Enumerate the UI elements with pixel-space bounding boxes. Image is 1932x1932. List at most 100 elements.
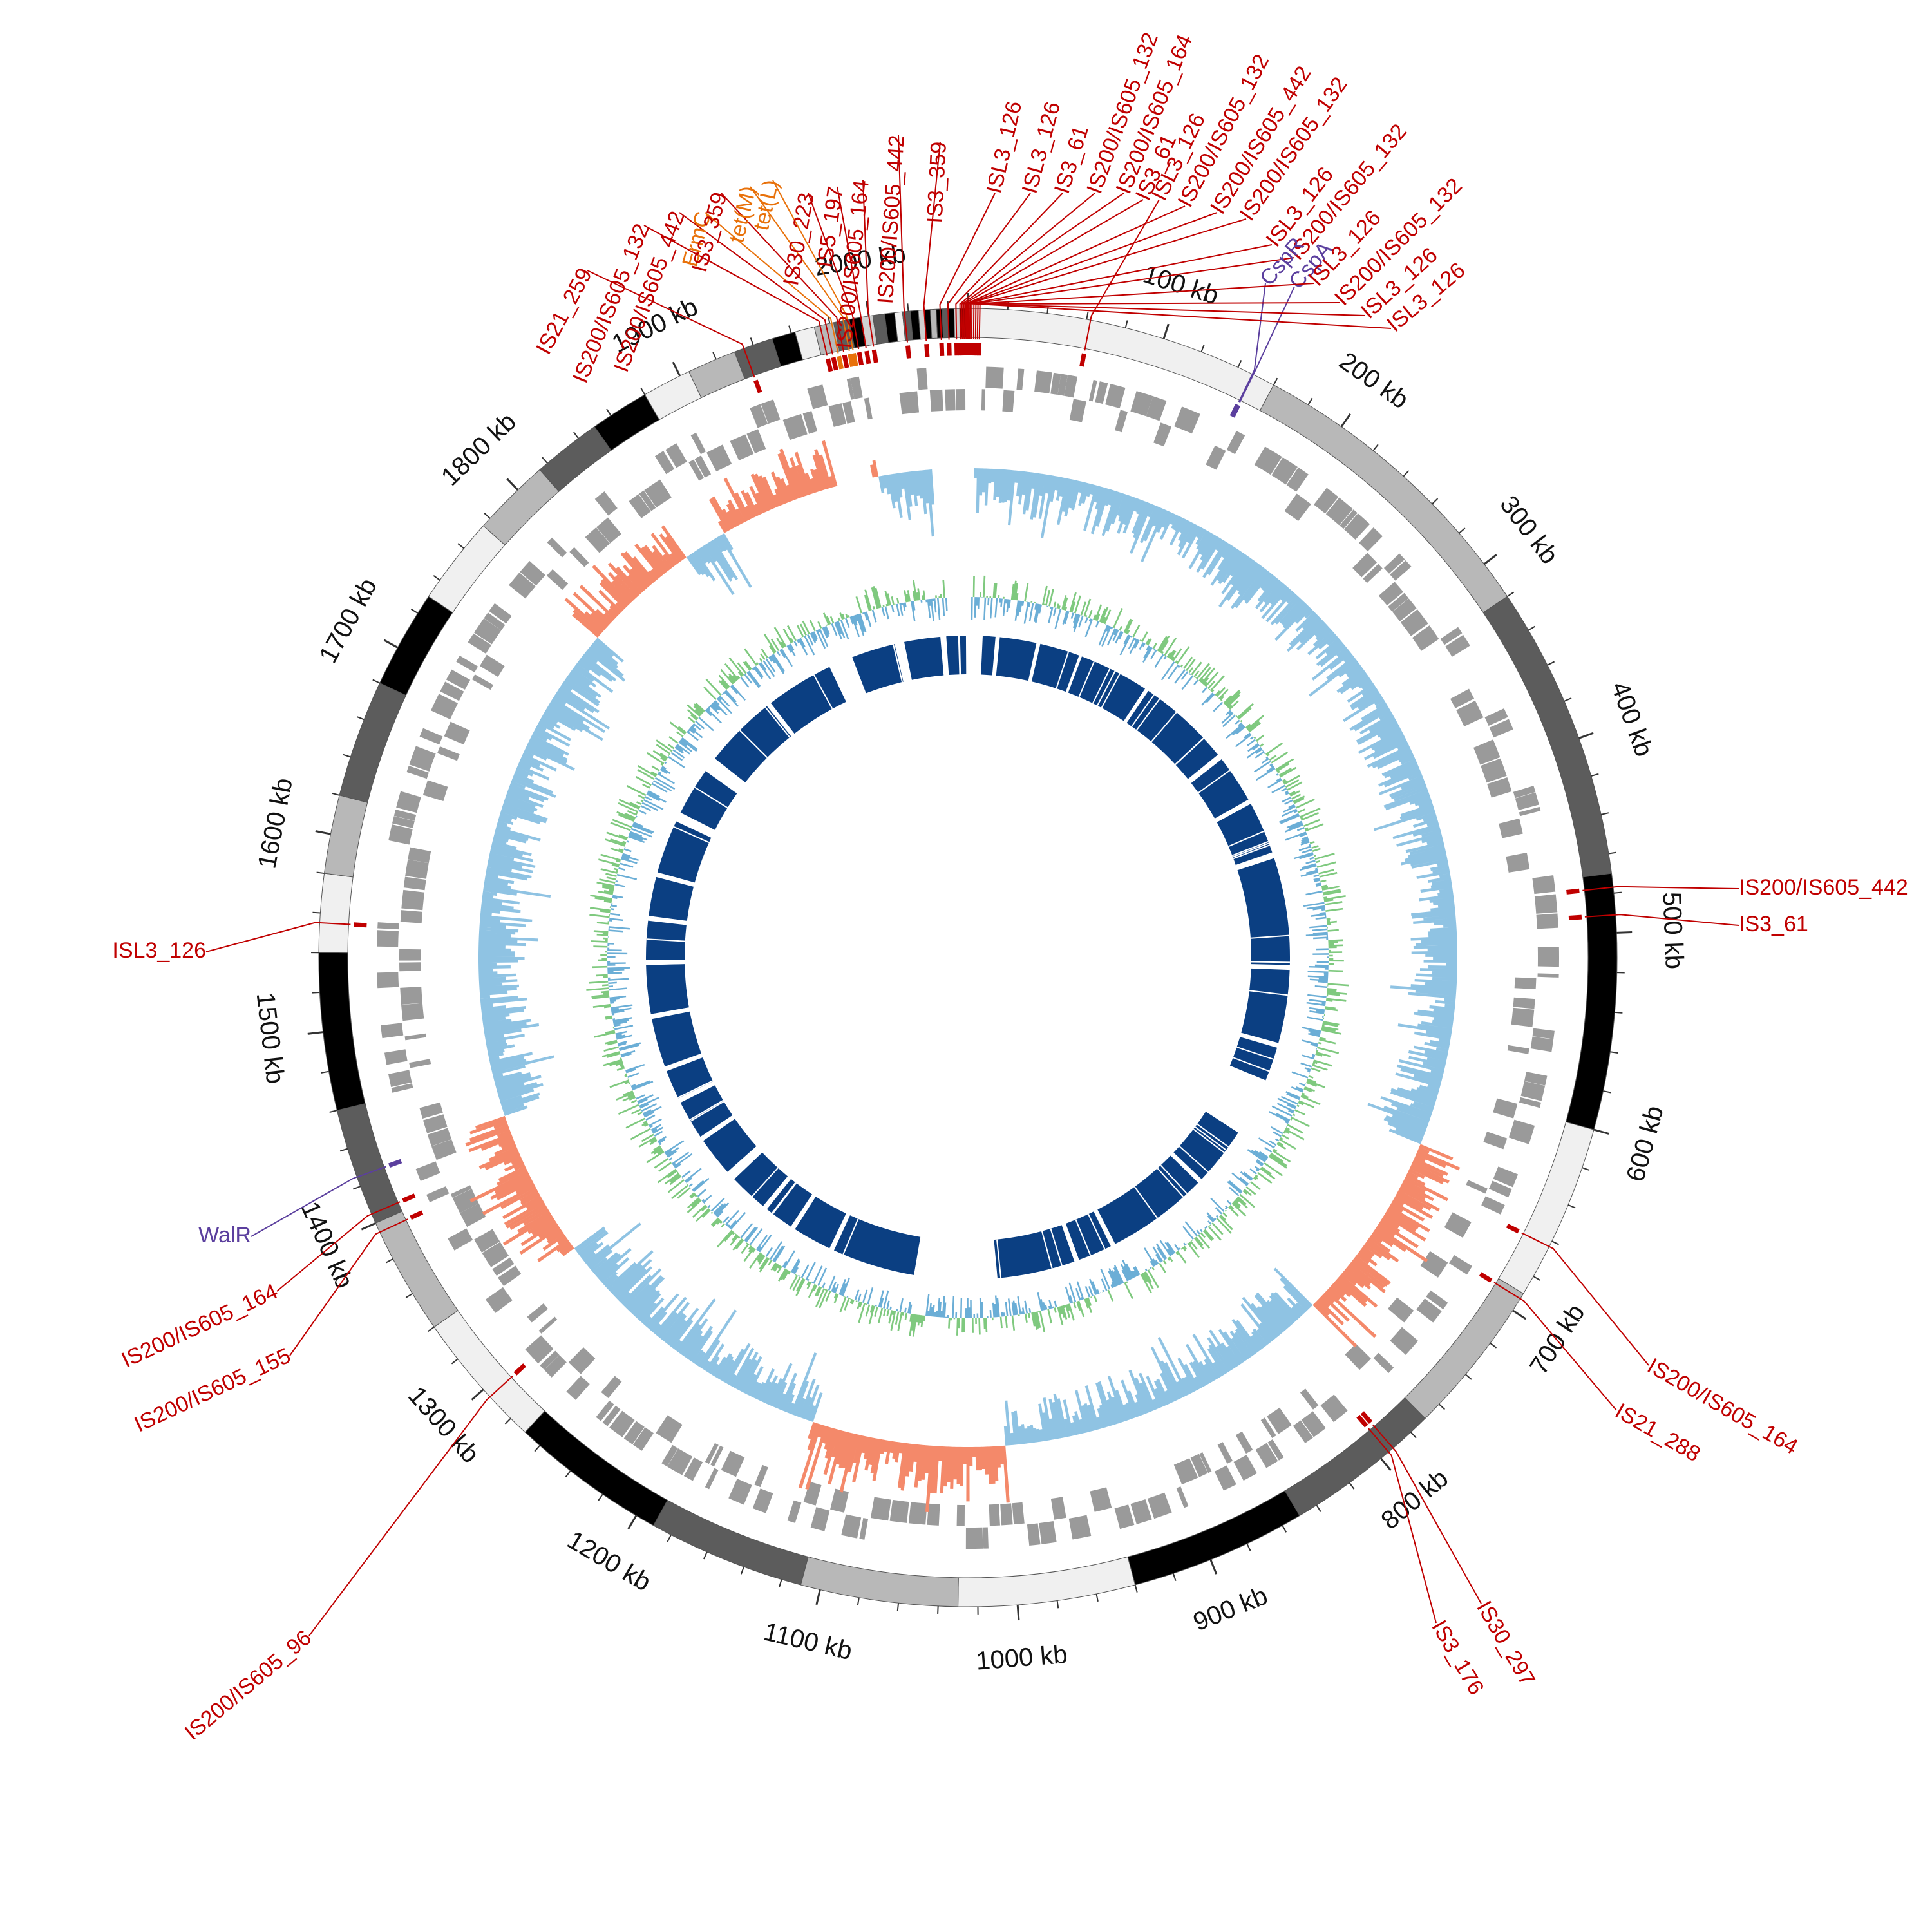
tick-mark (372, 679, 381, 684)
contig-segment (379, 596, 453, 696)
tick-mark (312, 992, 320, 994)
tick-mark (1438, 1403, 1446, 1410)
cds-block (1390, 1327, 1419, 1355)
feature-mark (831, 357, 838, 371)
alignment-gap (646, 938, 685, 942)
alignment-gap (1193, 1128, 1225, 1153)
cds-block (520, 560, 545, 586)
alignment-gap (1233, 844, 1270, 860)
feature-leader-line (862, 180, 875, 347)
cds-block (899, 391, 920, 415)
tick-mark (361, 1222, 376, 1231)
contig-segment (539, 426, 612, 492)
tick-mark (356, 716, 365, 721)
alignment-gap (1133, 1186, 1158, 1218)
alignment-gap (1236, 1046, 1274, 1060)
alignment-gap (690, 1101, 724, 1122)
cds-block (810, 1507, 830, 1531)
tick-mark (750, 337, 754, 346)
tick-mark (1316, 1504, 1321, 1512)
tick-mark (1056, 1600, 1059, 1609)
feature-mark (1568, 914, 1582, 920)
tick-mark (1273, 377, 1278, 386)
cds-block (1450, 688, 1475, 708)
cds-block (1499, 818, 1523, 838)
cds-block (1190, 1454, 1208, 1477)
tick-label: 1200 kb (562, 1526, 656, 1597)
cds-block (706, 444, 732, 472)
cds-block (705, 1468, 719, 1490)
feature-mark (947, 343, 952, 356)
contig-segment (482, 469, 560, 545)
feature-label: IS200/IS605_96 (180, 1625, 316, 1745)
tick-mark (353, 1186, 361, 1190)
alignment-gap (1157, 1168, 1184, 1198)
cds-block (1320, 1394, 1348, 1423)
tick-mark (1372, 444, 1379, 451)
alignment-gap (1214, 1096, 1249, 1117)
alignment-gap (705, 770, 738, 794)
alignment-gap (1198, 770, 1231, 793)
cds-block (1484, 708, 1508, 726)
cds-block (989, 1504, 1000, 1526)
feature-labels: IS21_259IS200/IS605_132IS200/IS605_442Er… (112, 30, 1908, 1745)
cds-block (404, 1033, 427, 1041)
cds-block (456, 655, 478, 672)
feature-leader-line (1582, 886, 1739, 891)
tick-mark (1603, 1090, 1611, 1094)
alignment-gap (752, 1167, 779, 1197)
cds-block (1199, 1452, 1212, 1473)
cds-block (782, 413, 808, 440)
cds-block (474, 618, 502, 645)
alignment-block (1097, 1155, 1198, 1244)
alignment-block (1241, 968, 1290, 1043)
tick-mark (1016, 1604, 1020, 1621)
cds-block (728, 1479, 752, 1505)
alignment-block (1126, 690, 1218, 779)
cds-block (1466, 1180, 1488, 1194)
alignment-gap (1249, 990, 1288, 996)
alignment-gap (1232, 842, 1269, 858)
alignment-gap (1233, 1057, 1270, 1072)
tick-mark (1086, 312, 1089, 320)
tick-mark (1432, 498, 1439, 505)
alignment-block (904, 636, 944, 680)
tick-label: 1800 kb (436, 408, 522, 491)
alignment-gap (1171, 1153, 1201, 1182)
cds-block (1115, 410, 1128, 433)
tick-label: 1500 kb (251, 991, 290, 1085)
cds-block (1440, 627, 1463, 645)
cds-block (1002, 390, 1015, 412)
contig-segment (428, 525, 506, 613)
tick-mark (307, 1031, 323, 1035)
cds-block (609, 1410, 635, 1437)
alignment-gap (677, 1080, 714, 1099)
tick-mark (410, 608, 419, 614)
tick-mark (433, 574, 440, 581)
cds-block (665, 443, 687, 468)
feature-mark (857, 352, 864, 366)
feature-mark (410, 1210, 424, 1220)
alignment-gap (987, 1240, 991, 1279)
tick-mark (672, 361, 681, 377)
tick-mark (1615, 1011, 1623, 1014)
cds-block (1284, 493, 1311, 522)
tick-mark (1591, 773, 1599, 777)
cds-block (471, 674, 493, 690)
cds-block (509, 572, 536, 599)
cds-block (596, 517, 621, 544)
tick-mark (1349, 1482, 1355, 1490)
alignment-block (703, 1119, 757, 1172)
alignment-block (667, 1057, 714, 1099)
tick-mark (484, 513, 491, 519)
cds-block (1173, 1458, 1198, 1485)
cds-block (1176, 1486, 1189, 1508)
is-element-track (354, 342, 1582, 1428)
cds-block (1130, 1499, 1152, 1524)
cds-block (1532, 1028, 1555, 1039)
cds-block (1233, 1454, 1257, 1481)
feature-leader-line (721, 193, 845, 352)
cds-block (1105, 384, 1126, 408)
feature-label: IS21_288 (1611, 1399, 1705, 1467)
